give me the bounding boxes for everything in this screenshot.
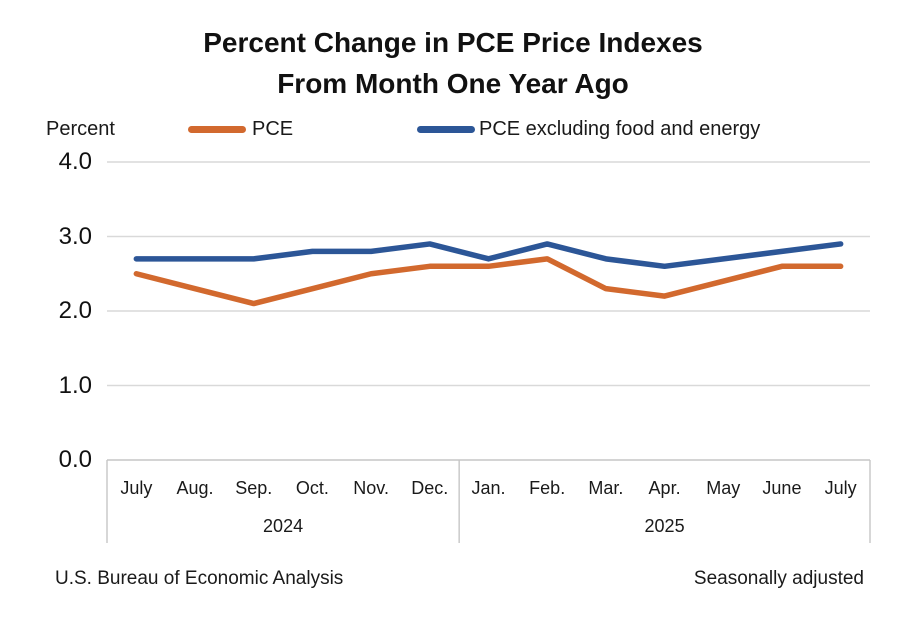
y-tick-label: 2.0: [58, 297, 92, 324]
month-label: Dec.: [411, 478, 449, 498]
month-label: Mar.: [588, 478, 624, 498]
footer-source: U.S. Bureau of Economic Analysis: [55, 568, 344, 589]
year-label: 2025: [644, 516, 685, 536]
chart-title-line2: From Month One Year Ago: [277, 68, 629, 99]
core-pce-line: [133, 241, 844, 270]
month-label: June: [762, 478, 802, 498]
chart-title-line1: Percent Change in PCE Price Indexes: [203, 27, 703, 58]
chart-title: Percent Change in PCE Price Indexes From…: [0, 22, 906, 104]
month-label: Jan.: [471, 478, 506, 498]
month-label: Apr.: [648, 478, 681, 498]
y-axis-unit-label: Percent: [46, 118, 115, 140]
month-label: July: [120, 478, 153, 498]
legend-item-core-pce: PCE excluding food and energy: [479, 118, 761, 140]
footer-note: Seasonally adjusted: [693, 568, 864, 589]
pce-legend-line-icon: [188, 126, 246, 133]
y-tick-label: 3.0: [58, 222, 92, 250]
year-label: 2024: [263, 516, 304, 536]
pce-line: [133, 256, 844, 307]
month-label: Aug.: [176, 478, 214, 498]
month-label: Feb.: [529, 478, 566, 498]
y-tick-label: 0.0: [58, 446, 92, 473]
legend-item-pce: PCE: [252, 118, 294, 140]
month-label: Oct.: [295, 478, 329, 498]
month-label: July: [824, 478, 857, 498]
core-pce-legend-line-icon: [417, 126, 475, 133]
y-tick-label: 1.0: [58, 371, 92, 399]
month-label: Sep.: [235, 478, 273, 498]
chart-footer: U.S. Bureau of Economic Analysis Seasona…: [55, 568, 864, 590]
month-label: Nov.: [353, 478, 389, 498]
month-label: May: [706, 478, 741, 498]
y-tick-label: 4.0: [58, 148, 92, 175]
